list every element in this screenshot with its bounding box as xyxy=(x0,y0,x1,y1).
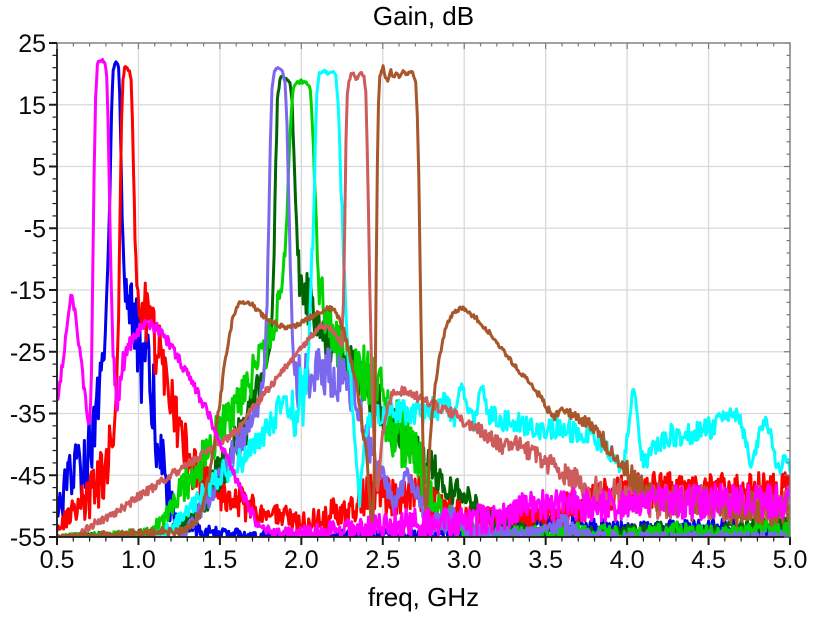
y-tick-label: -25 xyxy=(10,339,46,367)
x-tick-label: 1.5 xyxy=(203,546,238,574)
x-tick-label: 4.5 xyxy=(691,546,726,574)
trace-bpf-1.86GHz xyxy=(178,66,790,537)
trace-bpf-2.59GHz xyxy=(57,64,790,537)
x-tick-label: 2.5 xyxy=(365,546,400,574)
axes xyxy=(49,42,791,545)
y-tick-label: -55 xyxy=(10,524,46,552)
tick-labels: 0.5 1.0 1.5 2.0 2.5 3.0 3.5 4.0 4.5 5.0 25 15 5 -5 -15… xyxy=(10,30,808,574)
chart-title: Gain, dB xyxy=(372,1,475,31)
x-tick-label: 4.0 xyxy=(610,546,645,574)
y-tick-label: -35 xyxy=(10,401,46,429)
x-tick-label: 3.5 xyxy=(528,546,563,574)
x-tick-label: 1.0 xyxy=(121,546,156,574)
y-tick-label: 15 xyxy=(18,92,46,120)
x-tick-label: 5.0 xyxy=(773,546,808,574)
x-axis-title: freq, GHz xyxy=(367,582,480,612)
x-tick-label: 0.5 xyxy=(40,546,75,574)
y-tick-label: -5 xyxy=(24,215,46,243)
trace-bpf-0.77GHz xyxy=(57,58,790,537)
y-tick-label: -15 xyxy=(10,277,46,305)
y-tick-label: -45 xyxy=(10,462,46,490)
x-tick-label: 2.0 xyxy=(284,546,319,574)
y-tick-label: 5 xyxy=(32,154,46,182)
trace-bpf-2.15GHz xyxy=(150,68,790,537)
x-tick-label: 3.0 xyxy=(447,546,482,574)
y-tick-label: 25 xyxy=(18,30,46,58)
series-traces xyxy=(57,58,790,537)
